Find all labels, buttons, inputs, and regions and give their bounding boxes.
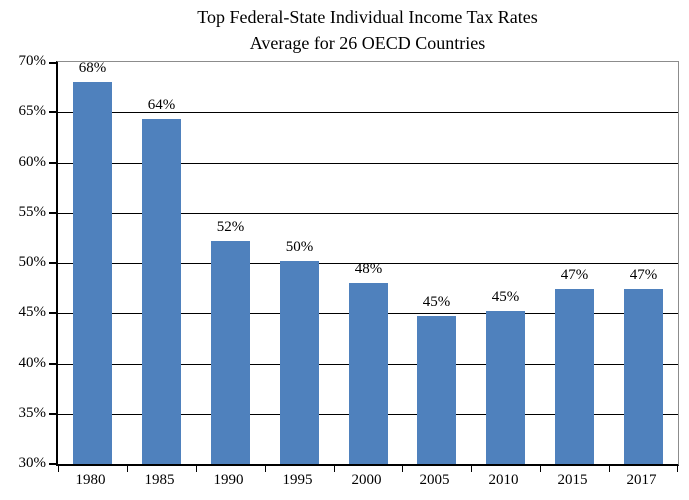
x-category-label-1995: 1995: [282, 472, 313, 488]
x-tick-0: [58, 466, 59, 472]
bar-1995: [280, 261, 319, 464]
x-tick-4: [334, 466, 335, 472]
y-tick-label-55: 55%: [18, 204, 47, 220]
bar-value-label-2010: 45%: [491, 289, 520, 305]
bar-2017: [624, 289, 663, 464]
x-tick-9: [677, 466, 678, 472]
x-category-label-1980: 1980: [75, 472, 106, 488]
bar-2010: [486, 311, 525, 464]
bar-value-label-1980: 68%: [78, 60, 107, 76]
bar-2005: [417, 316, 456, 464]
bar-value-label-2015: 47%: [560, 267, 589, 283]
gridline-55: [58, 213, 678, 214]
y-axis-labels: 30% 35% 40% 45% 50% 55% 60% 65% 70%: [0, 53, 47, 471]
y-tick-40: [49, 363, 56, 365]
y-tick-label-50: 50%: [18, 254, 47, 270]
bar-1980: [73, 82, 112, 464]
x-category-label-2015: 2015: [557, 472, 588, 488]
x-tick-3: [265, 466, 266, 472]
y-tick-label-40: 40%: [18, 355, 47, 371]
x-category-label-1985: 1985: [144, 472, 175, 488]
x-axis-labels: 1980 1985 1990 1995 2000 2005 2010 2015 2017: [56, 470, 679, 494]
x-tick-7: [540, 466, 541, 472]
y-tick-label-60: 60%: [18, 154, 47, 170]
y-tick-label-30: 30%: [18, 455, 47, 471]
bar-1985: [142, 119, 181, 464]
plot-area: 68% 64% 52% 50% 48% 45% 45% 47% 47%: [49, 60, 679, 472]
chart-title-line2: Average for 26 OECD Countries: [249, 33, 486, 53]
y-tick-45: [49, 312, 56, 314]
bar-2000: [349, 283, 388, 464]
y-tick-55: [49, 212, 56, 214]
x-tick-1: [127, 466, 128, 472]
bar-2015: [555, 289, 594, 464]
y-tick-label-65: 65%: [18, 103, 47, 119]
bar-value-label-1990: 52%: [216, 219, 245, 235]
bar-value-label-1985: 64%: [147, 97, 176, 113]
x-category-label-2000: 2000: [351, 472, 382, 488]
chart-title-line1: Top Federal-State Individual Income Tax …: [197, 7, 538, 27]
x-category-label-2010: 2010: [488, 472, 519, 488]
y-tick-30: [49, 463, 56, 465]
y-tick-label-35: 35%: [18, 405, 47, 421]
y-tick-65: [49, 111, 56, 113]
x-category-label-1990: 1990: [213, 472, 244, 488]
x-category-label-2005: 2005: [419, 472, 450, 488]
bar-value-label-2005: 45%: [422, 294, 451, 310]
x-tick-6: [471, 466, 472, 472]
x-tick-2: [196, 466, 197, 472]
y-tick-label-45: 45%: [18, 304, 47, 320]
y-tick-70: [49, 62, 56, 64]
y-tick-35: [49, 413, 56, 415]
gridline-50: [58, 263, 678, 264]
gridline-60: [58, 163, 678, 164]
bar-value-label-1995: 50%: [285, 239, 314, 255]
x-tick-5: [402, 466, 403, 472]
gridline-65: [58, 112, 678, 113]
y-tick-label-70: 70%: [18, 53, 47, 69]
y-tick-50: [49, 262, 56, 264]
bar-1990: [211, 241, 250, 464]
x-category-label-2017: 2017: [626, 472, 657, 488]
bar-value-label-2000: 48%: [354, 261, 383, 277]
chart-title: Top Federal-State Individual Income Tax …: [56, 4, 679, 56]
x-tick-8: [609, 466, 610, 472]
bar-value-label-2017: 47%: [629, 267, 658, 283]
y-tick-60: [49, 162, 56, 164]
